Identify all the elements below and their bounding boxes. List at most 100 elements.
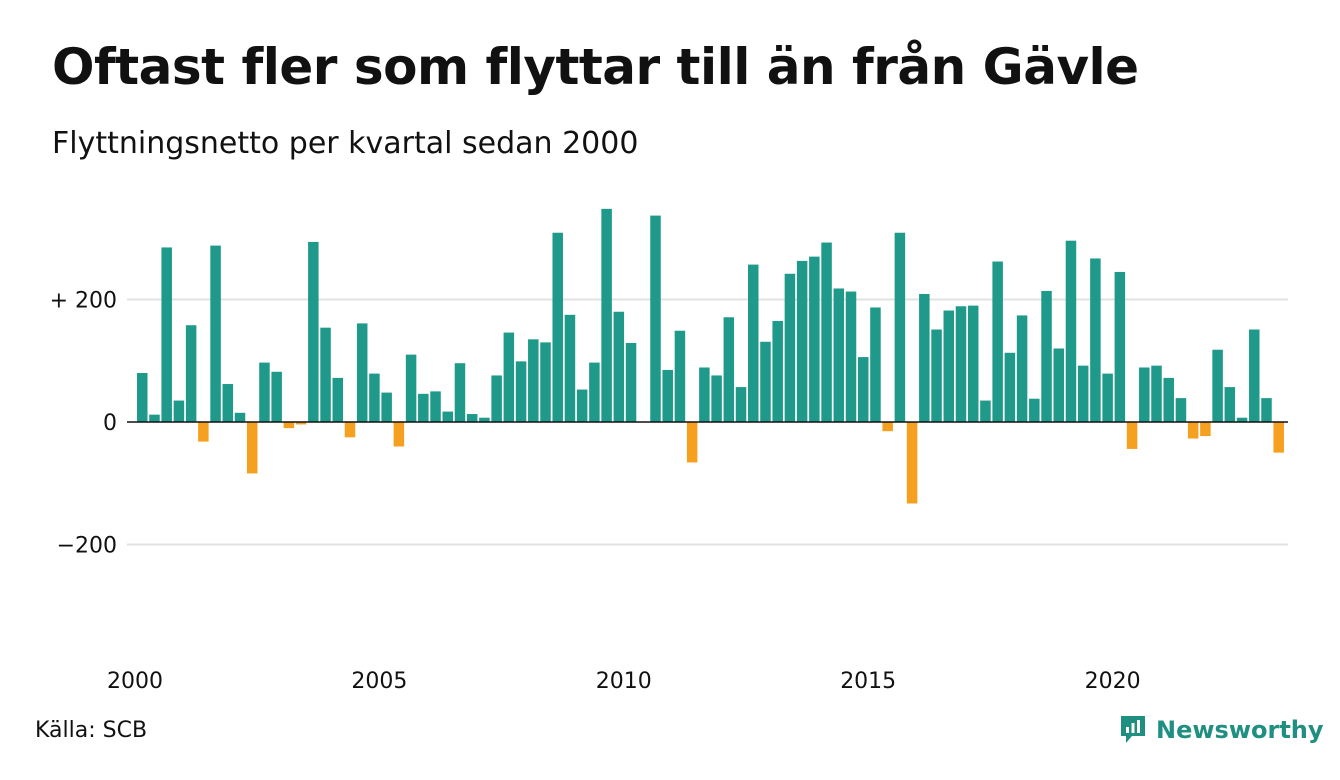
bar [466, 414, 478, 422]
bar [906, 422, 918, 504]
y-tick-label: 0 [103, 411, 117, 436]
bar [1151, 365, 1162, 422]
bar [1249, 329, 1260, 422]
bar [1224, 387, 1236, 422]
bar [760, 341, 771, 422]
bar [185, 325, 197, 422]
bar [784, 273, 796, 422]
bar [955, 306, 967, 422]
y-tick-label: + 200 [50, 289, 117, 314]
bar [1163, 377, 1174, 422]
bar [503, 332, 515, 422]
bar [564, 314, 576, 422]
bar [405, 354, 417, 422]
bar [295, 422, 307, 425]
bar [625, 342, 637, 422]
bar [479, 417, 490, 422]
bar [1212, 349, 1223, 422]
bar [259, 362, 270, 422]
bar [381, 392, 392, 422]
bar [1077, 365, 1089, 422]
bar [711, 375, 722, 422]
bar [821, 242, 832, 422]
bar [882, 422, 893, 432]
bar [1090, 258, 1101, 422]
bar [222, 384, 234, 422]
bar [393, 422, 405, 447]
bar [234, 412, 246, 422]
bar [137, 373, 148, 422]
bar [1053, 348, 1064, 422]
bar [723, 317, 735, 422]
bar [369, 373, 380, 422]
bar [308, 241, 319, 422]
bar [198, 422, 209, 442]
bar [833, 288, 845, 422]
bar [430, 391, 441, 422]
bar [1273, 422, 1284, 453]
bar [870, 307, 881, 422]
bar [980, 400, 991, 422]
bar [1016, 315, 1028, 422]
bar [149, 414, 160, 422]
bar [210, 245, 221, 422]
bar [992, 261, 1003, 422]
newsworthy-logo-icon [1121, 716, 1145, 743]
chart-title: Oftast fler som flyttar till än från Gäv… [52, 38, 1139, 96]
bar [796, 260, 808, 422]
bar [1175, 398, 1187, 422]
bar [857, 357, 869, 422]
bar [552, 232, 563, 422]
bar [1041, 290, 1052, 422]
bar [356, 323, 368, 422]
bar [931, 329, 942, 422]
bar [1102, 373, 1113, 422]
source-note: Källa: SCB [35, 718, 148, 743]
bar [735, 387, 747, 422]
bar [589, 362, 600, 422]
bar [699, 367, 710, 422]
bar [418, 393, 429, 422]
bar [515, 361, 527, 422]
bar [271, 371, 282, 422]
brand-name: Newsworthy [1156, 716, 1324, 744]
x-tick-label: 2000 [107, 669, 163, 694]
bar [772, 320, 783, 422]
bar [344, 422, 356, 438]
bar [894, 232, 906, 422]
bar [1236, 417, 1248, 422]
bar [1065, 240, 1077, 422]
bar [967, 305, 979, 422]
bar [161, 247, 172, 422]
x-tick-label: 2015 [840, 669, 896, 694]
bar [320, 327, 331, 422]
bar [491, 375, 502, 422]
bar [1029, 398, 1040, 422]
brand-logo: Newsworthy [1118, 714, 1324, 746]
bar [1126, 422, 1138, 449]
bar [173, 400, 185, 422]
bar [919, 293, 930, 422]
bar [748, 264, 759, 422]
bar [1187, 422, 1199, 439]
bar [1114, 271, 1126, 422]
bar [601, 208, 612, 422]
x-tick-label: 2020 [1085, 669, 1141, 694]
bar [845, 291, 857, 422]
bar [540, 342, 551, 422]
x-tick-label: 2010 [596, 669, 652, 694]
bar [1200, 422, 1211, 437]
chart-subtitle: Flyttningsnetto per kvartal sedan 2000 [52, 126, 639, 161]
bar [809, 256, 820, 422]
x-tick-label: 2005 [351, 669, 407, 694]
bar [662, 369, 673, 422]
bar [528, 339, 539, 422]
bar [1139, 367, 1150, 422]
bar [650, 215, 661, 422]
bar [943, 310, 955, 422]
bar [454, 363, 466, 422]
bar [332, 377, 344, 422]
bar [674, 330, 686, 422]
bar [613, 311, 625, 422]
